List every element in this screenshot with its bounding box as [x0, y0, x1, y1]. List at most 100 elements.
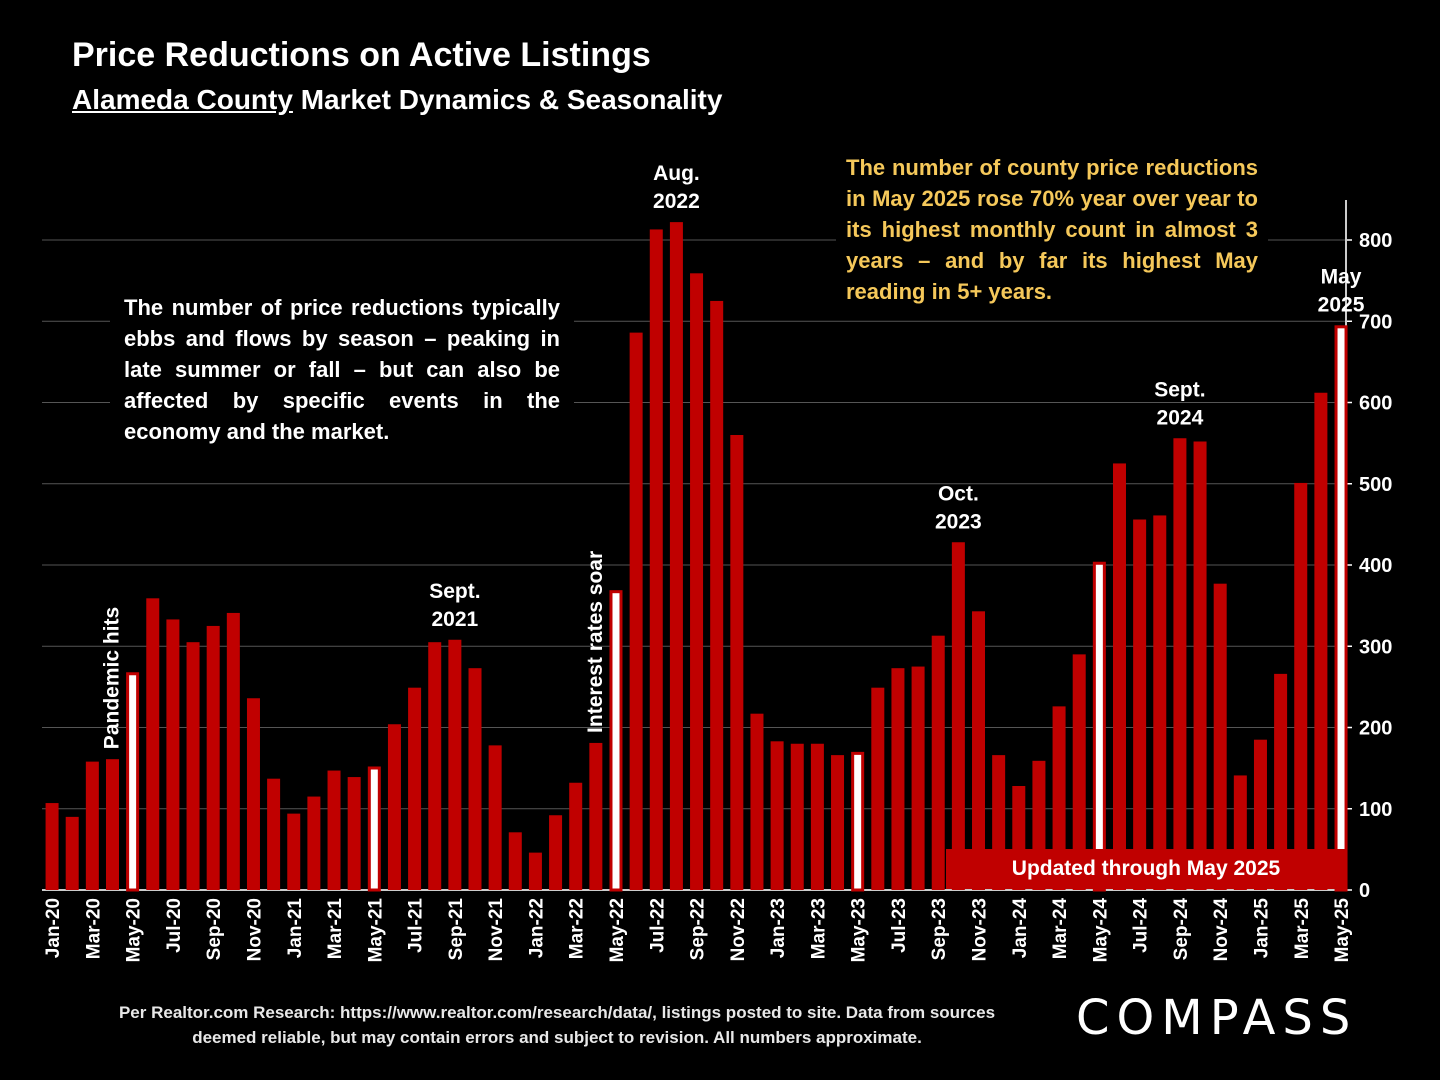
x-tick-label: Jan-20 — [43, 898, 64, 958]
annotation-label: 2024 — [1157, 406, 1204, 429]
x-tick-label: Jul-23 — [889, 898, 910, 953]
y-tick-label: 300 — [1359, 636, 1392, 658]
annotation-label: May — [1321, 265, 1362, 288]
y-tick-label: 600 — [1359, 393, 1392, 415]
bar — [1133, 519, 1147, 890]
x-tick-label: Mar-20 — [83, 898, 104, 959]
bar-highlight — [851, 751, 865, 892]
x-tick-label: Jan-22 — [526, 898, 547, 958]
annotation-label: Oct. — [938, 482, 979, 505]
bar — [45, 803, 59, 890]
bar — [710, 300, 724, 890]
bar — [1274, 673, 1288, 890]
bar — [690, 273, 704, 890]
source-footnote: Per Realtor.com Research: https://www.re… — [118, 1003, 996, 1047]
subtitle-rest: Market Dynamics & Seasonality — [292, 84, 723, 115]
bar — [1052, 706, 1066, 890]
bar — [186, 642, 200, 890]
x-tick-label: Mar-24 — [1050, 898, 1071, 960]
x-tick-label: Jul-22 — [647, 898, 668, 953]
x-tick-label: Sep-23 — [929, 898, 950, 960]
x-tick-label: Nov-23 — [970, 898, 991, 961]
bar — [1193, 441, 1207, 890]
annotation-label: 2022 — [653, 190, 700, 213]
annotation-label: 2021 — [432, 608, 479, 631]
bar — [790, 743, 804, 890]
annotation-vertical: Interest rates soar — [584, 551, 607, 733]
bar — [488, 745, 502, 890]
x-tick-label: May-22 — [607, 898, 628, 962]
bar — [1112, 463, 1126, 890]
annotation-label: Sept. — [1154, 378, 1205, 401]
bar — [750, 713, 764, 890]
updated-badge: Updated through May 2025 — [946, 849, 1346, 889]
bar — [206, 625, 220, 890]
bar — [831, 755, 845, 890]
x-tick-label: Mar-22 — [567, 898, 588, 959]
x-tick-label: Nov-21 — [486, 898, 507, 962]
bar-highlight — [126, 672, 140, 892]
bar — [246, 698, 260, 890]
y-tick-label: 200 — [1359, 718, 1392, 740]
bar — [730, 435, 744, 890]
y-tick-label: 700 — [1359, 311, 1392, 333]
x-tick-label: May-25 — [1332, 898, 1353, 963]
x-tick-label: Nov-20 — [244, 898, 265, 961]
bar — [911, 666, 925, 890]
bar — [549, 815, 563, 890]
x-tick-label: Jul-24 — [1131, 898, 1152, 953]
bar-highlight — [1092, 561, 1106, 892]
x-tick-label: Jan-24 — [1010, 898, 1031, 959]
annotation-label: Sept. — [429, 580, 480, 603]
subtitle-county: Alameda County — [72, 84, 293, 115]
bar — [166, 619, 180, 890]
bar — [951, 542, 965, 890]
annotation-vertical: Pandemic hits — [100, 607, 123, 749]
bar — [770, 741, 784, 890]
chart-subtitle: Alameda County Market Dynamics & Seasona… — [72, 84, 722, 116]
y-tick-label: 100 — [1359, 799, 1392, 821]
x-tick-label: May-24 — [1090, 898, 1111, 963]
bar — [972, 611, 986, 890]
y-tick-label: 800 — [1359, 230, 1392, 252]
x-tick-label: Mar-23 — [808, 898, 829, 959]
bar — [1153, 515, 1167, 890]
bar — [287, 813, 301, 890]
bar — [65, 816, 79, 890]
bar — [307, 796, 321, 890]
bar — [1173, 438, 1187, 890]
y-tick-label: 400 — [1359, 555, 1392, 577]
bar — [85, 761, 99, 890]
x-tick-label: Sep-21 — [446, 898, 467, 961]
bar — [629, 332, 643, 890]
bar — [1314, 392, 1328, 890]
bar — [589, 742, 603, 890]
bar-highlight — [609, 590, 623, 892]
bar — [508, 832, 522, 890]
x-tick-label: Sep-24 — [1171, 898, 1192, 961]
bar — [649, 229, 663, 890]
bar — [146, 598, 160, 890]
x-tick-label: Sep-22 — [688, 898, 709, 960]
bar — [891, 668, 905, 890]
bar — [931, 635, 945, 890]
annotation-label: Aug. — [653, 162, 700, 185]
compass-logo: COMPASS — [1076, 990, 1358, 1046]
bar — [669, 222, 683, 890]
bar — [387, 724, 401, 890]
annotation-label: 2023 — [935, 510, 982, 533]
bar — [267, 778, 281, 890]
bar — [327, 770, 341, 890]
chart-title: Price Reductions on Active Listings — [72, 36, 651, 74]
bar — [1072, 654, 1086, 890]
bar — [226, 612, 240, 890]
bar-highlight — [367, 766, 381, 892]
bar — [1294, 482, 1308, 890]
bar — [448, 639, 462, 890]
x-tick-label: Nov-24 — [1211, 898, 1232, 962]
x-tick-label: Sep-20 — [204, 898, 225, 960]
note-may-2025: The number of county price reductions in… — [836, 150, 1268, 313]
note-seasonality: The number of price reductions typically… — [110, 288, 574, 451]
x-tick-label: Mar-21 — [325, 898, 346, 960]
bar — [871, 687, 885, 890]
